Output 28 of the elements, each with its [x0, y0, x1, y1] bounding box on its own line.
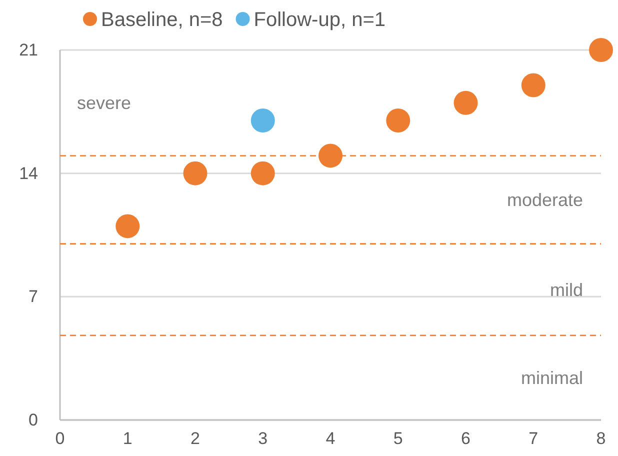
y-tick-label: 21: [19, 40, 38, 60]
y-tick-label: 14: [19, 164, 38, 183]
point: [589, 38, 613, 62]
annotation: mild: [550, 280, 583, 300]
x-tick-label: 4: [326, 429, 336, 448]
x-tick-label: 2: [190, 429, 200, 448]
point: [386, 108, 410, 132]
x-tick-label: 3: [258, 429, 268, 448]
annotation: moderate: [506, 190, 583, 210]
point: [183, 161, 208, 186]
x-tick-label: 1: [122, 429, 132, 448]
x-tick-label: 7: [528, 429, 538, 448]
x-tick-label: 5: [393, 429, 403, 448]
y-tick-label: 7: [28, 287, 38, 306]
legend-label: Baseline, n=8: [101, 9, 223, 31]
y-tick-label: 0: [28, 410, 38, 430]
annotation: severe: [77, 93, 132, 114]
x-tick-label: 6: [461, 429, 470, 448]
point: [454, 90, 478, 115]
legend-label: Follow-up, n=1: [254, 9, 386, 31]
x-tick-label: 8: [596, 429, 606, 448]
point: [116, 214, 140, 238]
point: [250, 161, 275, 186]
annotation: minimal: [520, 368, 583, 388]
point: [318, 144, 342, 168]
point: [521, 73, 546, 98]
x-tick-label: 0: [55, 429, 65, 448]
point: [250, 108, 275, 132]
